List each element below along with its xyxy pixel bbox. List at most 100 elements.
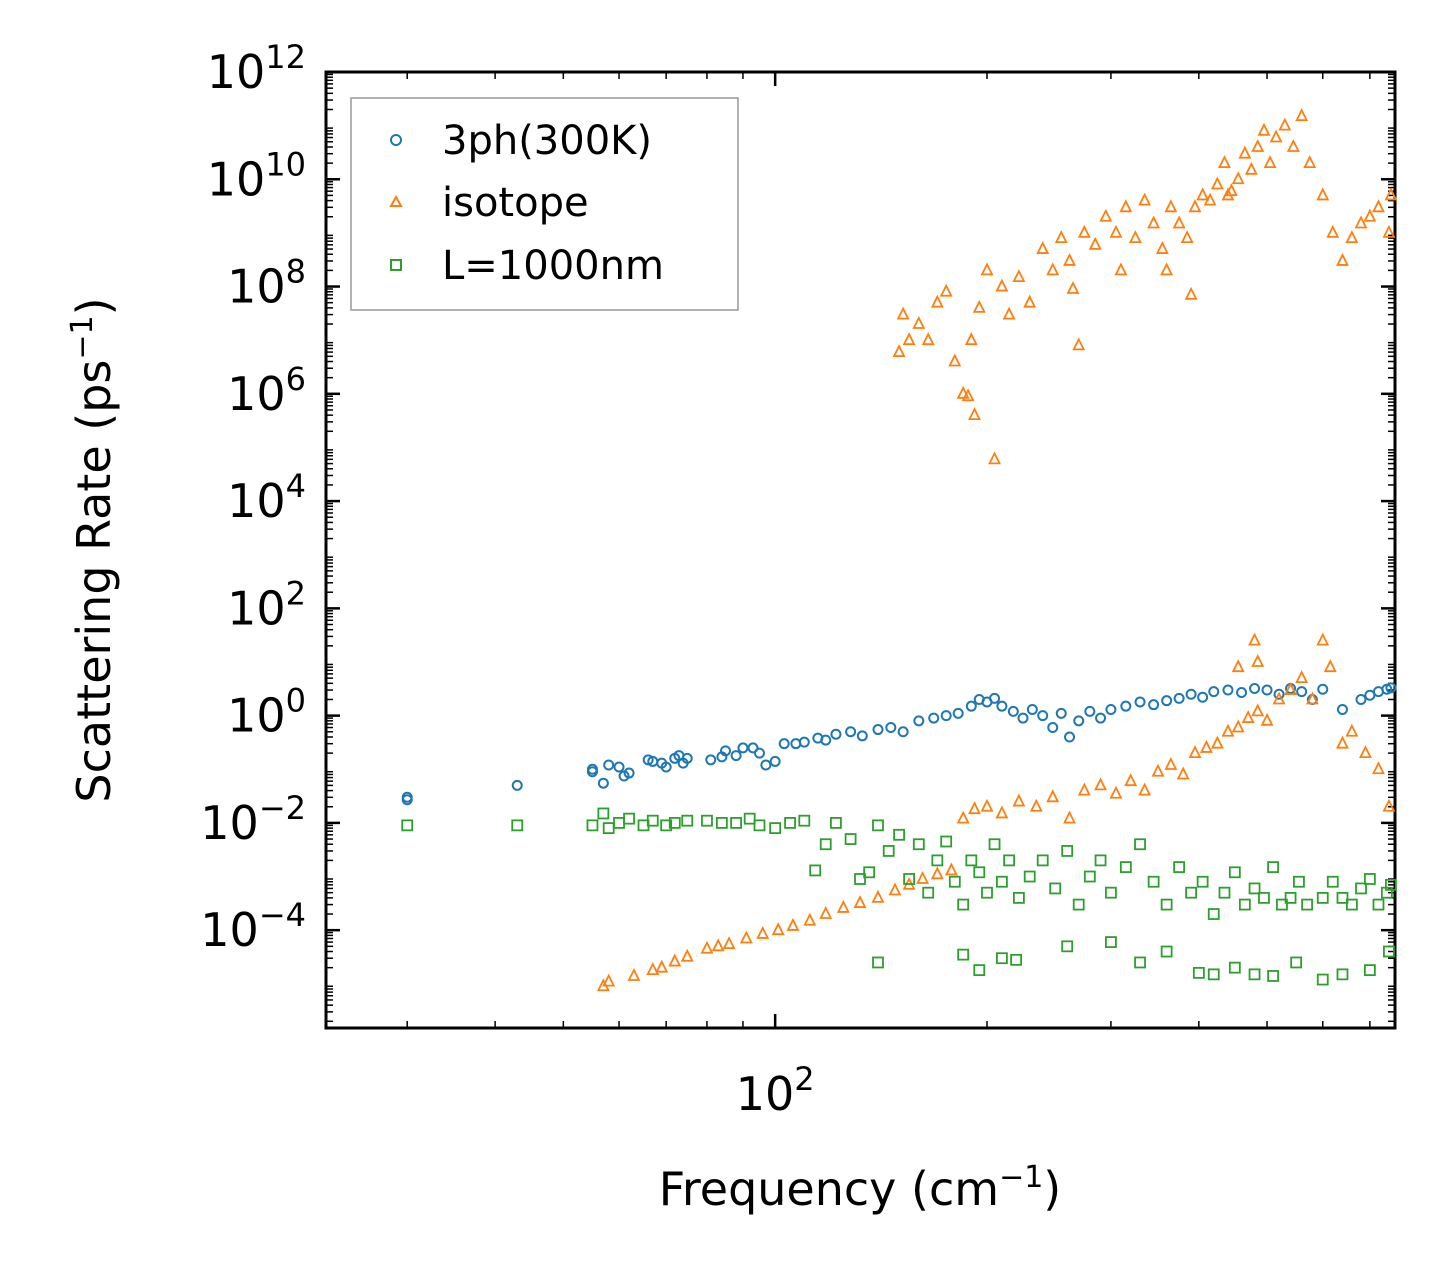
data-point-L1000nm bbox=[1363, 964, 1376, 977]
data-point-isotope bbox=[1188, 199, 1202, 213]
data-point-L1000nm bbox=[715, 817, 728, 829]
data-point-L1000nm bbox=[965, 854, 978, 867]
y-tick-base: 10 bbox=[227, 581, 286, 635]
data-point-isotope bbox=[988, 451, 1002, 465]
y-tick-exponent: −4 bbox=[259, 896, 306, 934]
data-point-isotope bbox=[1354, 215, 1368, 229]
data-point-isotope bbox=[896, 306, 910, 320]
y-tick-label: 10−2 bbox=[200, 789, 306, 850]
data-point-isotope bbox=[944, 862, 958, 876]
data-point-3ph bbox=[1336, 704, 1348, 716]
data-point-3ph bbox=[989, 692, 1001, 704]
data-point-isotope bbox=[1128, 230, 1142, 244]
data-point-isotope bbox=[1218, 155, 1231, 169]
data-point-3ph bbox=[1017, 712, 1029, 724]
y-tick-exponent: 12 bbox=[265, 38, 306, 76]
y-tick-exponent: 2 bbox=[286, 574, 306, 612]
data-point-L1000nm bbox=[1316, 891, 1329, 904]
data-point-3ph bbox=[1026, 704, 1038, 716]
data-point-isotope bbox=[1326, 224, 1340, 238]
data-point-3ph bbox=[996, 700, 1008, 712]
legend-label-3ph: 3ph(300K) bbox=[442, 118, 652, 164]
data-point-L1000nm bbox=[1326, 875, 1339, 888]
data-point-isotope bbox=[655, 959, 669, 973]
data-point-3ph bbox=[705, 754, 717, 766]
data-point-isotope bbox=[930, 294, 944, 308]
x-axis-title: Frequency (cm−1) bbox=[659, 1160, 1062, 1216]
data-point-L1000nm bbox=[1023, 870, 1036, 883]
data-point-3ph bbox=[737, 742, 749, 754]
data-point-isotope bbox=[853, 895, 867, 908]
data-point-isotope bbox=[1164, 199, 1178, 213]
data-point-3ph bbox=[1134, 696, 1146, 708]
data-point-isotope bbox=[1094, 777, 1108, 791]
data-point-3ph bbox=[1095, 712, 1107, 724]
data-point-isotope bbox=[836, 899, 850, 913]
data-point-3ph bbox=[856, 730, 868, 742]
y-tick-exponent: 4 bbox=[286, 467, 306, 505]
data-point-3ph bbox=[952, 707, 964, 719]
data-point-isotope bbox=[1278, 117, 1292, 131]
data-point-isotope bbox=[1221, 723, 1235, 737]
data-point-isotope bbox=[871, 889, 885, 903]
data-point-isotope bbox=[1088, 236, 1102, 250]
data-point-isotope bbox=[1305, 691, 1319, 705]
data-point-3ph bbox=[1037, 710, 1049, 722]
y-tick-base: 10 bbox=[200, 796, 259, 850]
data-point-L1000nm bbox=[660, 819, 673, 832]
data-point-L1000nm bbox=[798, 814, 811, 827]
data-point-isotope bbox=[1231, 659, 1245, 673]
data-point-isotope bbox=[1251, 653, 1265, 667]
data-point-L1000nm bbox=[401, 819, 414, 832]
data-point-L1000nm bbox=[613, 817, 625, 829]
data-point-3ph bbox=[885, 722, 897, 734]
data-point-L1000nm bbox=[1355, 882, 1367, 895]
data-point-isotope bbox=[700, 940, 714, 954]
data-point-3ph bbox=[769, 755, 781, 767]
data-point-isotope bbox=[980, 798, 994, 812]
data-point-isotope bbox=[1012, 793, 1026, 807]
legend-marker-L1000nm bbox=[390, 259, 402, 271]
data-point-L1000nm bbox=[1105, 886, 1117, 899]
data-point-isotope bbox=[1263, 155, 1277, 169]
data-point-L1000nm bbox=[1363, 873, 1376, 885]
data-point-isotope bbox=[1251, 138, 1265, 152]
data-point-isotope bbox=[1316, 632, 1330, 646]
data-point-isotope bbox=[956, 385, 970, 399]
data-point-isotope bbox=[1164, 757, 1178, 770]
x-axis: 102 bbox=[406, 72, 1371, 1121]
data-point-isotope bbox=[980, 262, 994, 276]
data-point-L1000nm bbox=[1293, 875, 1305, 888]
data-point-3ph bbox=[1317, 683, 1329, 695]
data-point-L1000nm bbox=[668, 817, 681, 829]
data-point-L1000nm bbox=[1061, 940, 1074, 953]
data-point-3ph bbox=[1055, 707, 1067, 719]
legend-marker-3ph bbox=[390, 134, 402, 146]
y-tick-label: 102 bbox=[227, 574, 306, 635]
data-point-isotope bbox=[646, 962, 660, 976]
data-point-isotope bbox=[888, 882, 902, 896]
data-point-isotope bbox=[1184, 286, 1198, 300]
y-tick-exponent: 10 bbox=[265, 145, 306, 183]
data-point-L1000nm bbox=[1301, 898, 1313, 911]
data-point-3ph bbox=[660, 761, 672, 773]
data-point-L1000nm bbox=[863, 866, 876, 879]
data-point-L1000nm bbox=[1290, 956, 1303, 969]
y-tick-exponent: 8 bbox=[286, 253, 306, 291]
data-point-3ph bbox=[747, 742, 759, 754]
y-tick-exponent: 0 bbox=[286, 682, 306, 720]
data-point-3ph bbox=[845, 726, 857, 738]
x-tick-exponent: 2 bbox=[794, 1060, 814, 1098]
data-point-L1000nm bbox=[830, 817, 842, 829]
data-point-3ph bbox=[913, 715, 925, 727]
data-point-isotope bbox=[1248, 632, 1262, 646]
data-point-L1000nm bbox=[1207, 968, 1220, 981]
data-point-3ph bbox=[1073, 715, 1085, 727]
data-point-3ph bbox=[928, 712, 940, 724]
data-point-isotope bbox=[1336, 735, 1349, 749]
data-point-isotope bbox=[902, 332, 916, 346]
data-point-3ph bbox=[1173, 692, 1185, 704]
data-point-L1000nm bbox=[597, 807, 610, 820]
data-point-L1000nm bbox=[996, 875, 1008, 888]
